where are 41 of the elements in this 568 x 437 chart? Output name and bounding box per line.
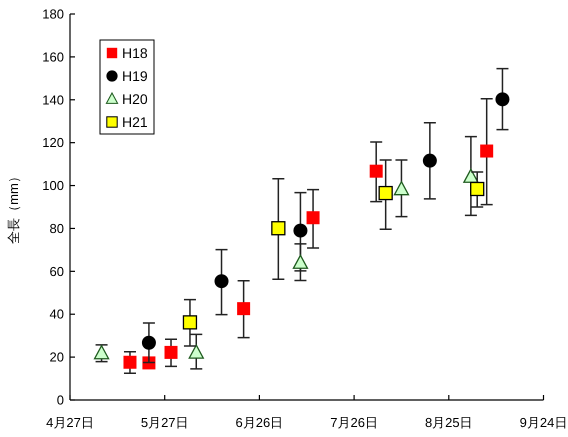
x-tick-label: 5月27日 — [140, 415, 189, 430]
x-tick-label: 4月27日 — [46, 415, 94, 430]
point — [480, 144, 494, 158]
point — [293, 224, 308, 238]
point — [422, 154, 437, 168]
point — [188, 344, 204, 359]
y-tick-label: 80 — [50, 220, 64, 236]
point — [123, 356, 136, 369]
y-tick-label: 0 — [56, 392, 64, 408]
y-tick-label: 140 — [42, 92, 64, 108]
point — [164, 346, 178, 359]
point — [378, 186, 393, 200]
point — [94, 345, 110, 360]
point — [370, 164, 383, 178]
point — [142, 336, 156, 350]
legend-label: H21 — [122, 114, 148, 130]
y-tick-label: 20 — [50, 350, 64, 365]
legend-label: H19 — [122, 68, 148, 84]
point — [214, 274, 229, 288]
y-tick-label: 40 — [50, 306, 64, 322]
point — [182, 315, 198, 330]
x-tick-label: 9月24日 — [520, 415, 568, 430]
y-tick-label: 60 — [50, 264, 64, 279]
point — [495, 92, 510, 106]
point — [292, 254, 308, 269]
y-axis-title: 全長（mm） — [6, 170, 21, 244]
point — [306, 211, 320, 224]
point — [394, 181, 410, 196]
x-tick-label: 7月26日 — [330, 415, 378, 430]
x-tick-label: 6月26日 — [236, 415, 284, 430]
y-tick-label: 100 — [42, 178, 64, 194]
y-tick-label: 180 — [42, 6, 64, 22]
point — [271, 221, 286, 236]
point — [470, 182, 484, 196]
x-tick-label: 8月25日 — [424, 415, 473, 430]
y-tick-label: 120 — [42, 135, 64, 150]
legend-label: H18 — [122, 45, 148, 61]
legend-label: H20 — [122, 91, 148, 107]
point — [463, 168, 479, 183]
y-tick-label: 160 — [42, 49, 64, 64]
point — [237, 302, 250, 316]
